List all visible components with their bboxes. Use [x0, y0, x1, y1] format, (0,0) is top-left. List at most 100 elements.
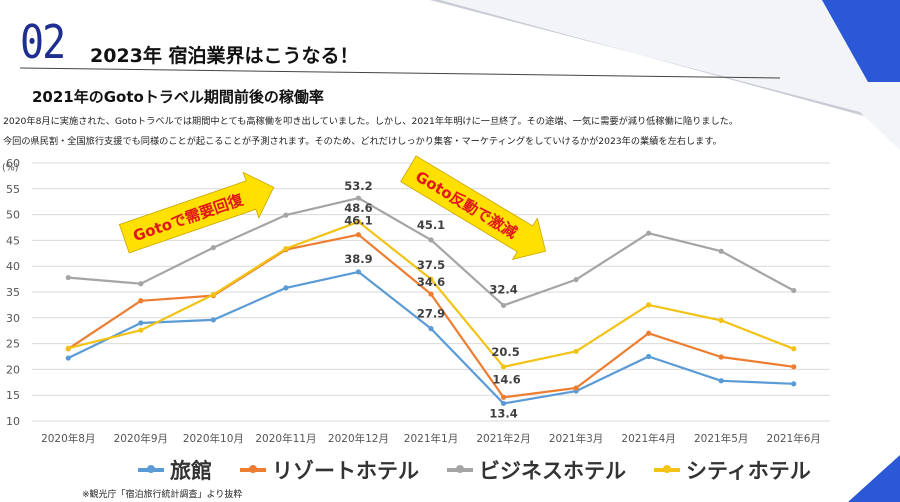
series-3-point — [428, 276, 434, 282]
x-tick-label: 2021年3月 — [549, 432, 603, 445]
x-tick-label: 2020年12月 — [328, 432, 389, 445]
series-2-point — [283, 212, 289, 218]
y-axis-unit-label: (%) — [2, 163, 18, 174]
data-label: 37.5 — [417, 258, 445, 272]
page-title: 2023年 宿泊業界はこうなる！ — [90, 45, 359, 67]
legend-marker-business — [447, 465, 473, 473]
data-label: 32.4 — [489, 282, 517, 296]
series-3-point — [65, 345, 71, 351]
y-tick-label: 30 — [6, 312, 20, 325]
grey-swoosh — [430, 0, 900, 150]
series-1-point — [791, 364, 797, 370]
series-2-point — [428, 237, 434, 243]
series-0-point — [138, 320, 144, 326]
x-tick-label: 2021年2月 — [476, 432, 530, 445]
blue-bottom-accent — [848, 455, 900, 502]
data-label: 46.1 — [344, 214, 372, 228]
x-tick-label: 2021年1月 — [404, 432, 458, 445]
y-tick-label: 15 — [6, 389, 20, 402]
y-tick-label: 25 — [6, 338, 20, 351]
chart-legend: 旅館 リゾートホテル ビジネスホテル シティホテル — [138, 455, 811, 485]
x-tick-label: 2020年10月 — [183, 432, 244, 445]
y-tick-label: 50 — [6, 209, 20, 222]
description-line-1: 2020年8月に実施された、Gotoトラベルでは期間中とても高稼働を叩き出してい… — [3, 116, 739, 127]
series-2-point — [210, 245, 216, 251]
crash-callout-arrow: Goto反動で激減 — [400, 155, 547, 261]
data-label: 38.9 — [344, 252, 372, 266]
legend-item-resort: リゾートホテル — [240, 455, 419, 485]
x-tick-label: 2021年5月 — [694, 432, 748, 445]
series-1-point — [646, 330, 652, 336]
legend-label-business: ビジネスホテル — [479, 459, 626, 483]
series-2-point — [718, 248, 724, 254]
data-label: 27.9 — [417, 307, 445, 321]
data-label: 34.6 — [417, 275, 445, 289]
recovery-callout-arrow-shape — [118, 171, 275, 254]
series-2-point — [791, 287, 797, 294]
series-1-point — [355, 232, 362, 238]
data-label: 14.6 — [492, 372, 520, 386]
series-1-point — [428, 291, 434, 297]
legend-marker-city — [654, 465, 680, 473]
series-0-point — [355, 269, 362, 275]
y-tick-label: 45 — [6, 234, 20, 247]
series-3-point — [500, 364, 507, 370]
data-label: 45.1 — [417, 218, 445, 232]
series-2-point — [500, 302, 507, 309]
x-tick-label: 2020年11月 — [255, 432, 316, 445]
series-3-point — [355, 219, 362, 225]
x-tick-label: 2021年4月 — [621, 432, 675, 445]
data-label: 48.6 — [344, 201, 372, 215]
series-3-point — [718, 317, 724, 323]
series-1-point — [573, 385, 579, 391]
series-3-point — [573, 348, 579, 354]
series-0-point — [283, 285, 289, 291]
data-label: 20.5 — [491, 345, 519, 359]
x-tick-label: 2020年8月 — [41, 432, 95, 445]
crash-callout-arrow-shape — [400, 155, 547, 261]
series-0-point — [500, 400, 507, 407]
y-tick-label: 20 — [6, 363, 20, 376]
chart-title: 2021年のGotoトラベル期間前後の稼働率 — [32, 88, 324, 106]
series-3-point — [791, 346, 797, 352]
legend-marker-ryokan — [138, 465, 164, 473]
series-3-point — [210, 291, 216, 298]
legend-item-ryokan: 旅館 — [138, 455, 212, 485]
y-tick-label: 55 — [6, 183, 20, 196]
series-1-point — [138, 298, 144, 304]
legend-item-city: シティホテル — [654, 455, 811, 485]
legend-label-city: シティホテル — [686, 459, 811, 483]
data-label: 53.2 — [344, 179, 372, 193]
y-tick-label: 40 — [6, 260, 20, 273]
y-tick-label: 35 — [6, 286, 20, 299]
y-tick-label: 60 — [6, 157, 20, 170]
series-2-point — [646, 230, 652, 236]
series-2-point — [573, 277, 579, 283]
description-line-2: 今回の県民割・全国旅行支援でも同様のことが起こることが予測されます。そのため、ど… — [3, 136, 722, 147]
legend-item-business: ビジネスホテル — [447, 455, 626, 485]
series-0-point — [210, 317, 216, 323]
section-number: 02 — [20, 16, 66, 70]
series-1-point — [718, 354, 724, 360]
blue-corner-accent — [822, 0, 900, 82]
legend-label-resort: リゾートホテル — [272, 459, 419, 483]
series-0-point — [646, 353, 652, 360]
series-2-point — [138, 281, 144, 287]
y-tick-label: 10 — [6, 415, 20, 428]
series-2-point — [355, 195, 362, 201]
x-tick-label: 2020年9月 — [114, 432, 168, 445]
series-0-point — [791, 381, 797, 387]
legend-marker-resort — [240, 465, 266, 473]
legend-label-ryokan: 旅館 — [170, 459, 212, 483]
x-tick-label: 2021年6月 — [767, 432, 821, 445]
recovery-callout-arrow: Gotoで需要回復 — [118, 171, 275, 254]
series-0-point — [65, 355, 71, 361]
series-3-point — [646, 302, 652, 308]
title-underline — [19, 67, 781, 79]
series-1-point — [500, 394, 507, 400]
data-label: 13.4 — [489, 406, 517, 420]
series-2-point — [65, 274, 71, 281]
source-note: ※観光庁「宿泊旅行統計調査」より抜粋 — [82, 490, 243, 500]
